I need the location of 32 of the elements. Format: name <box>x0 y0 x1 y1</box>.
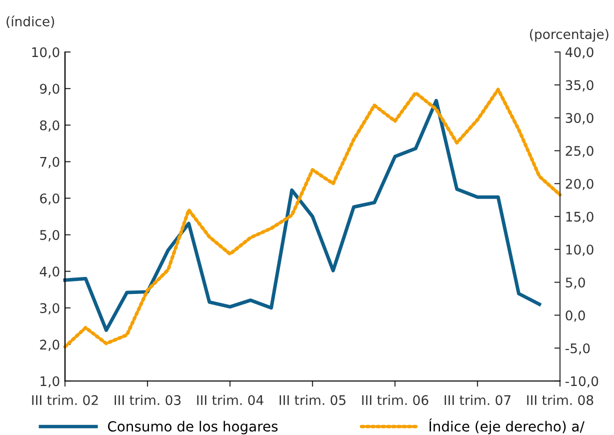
y-tick-label: 7,0 <box>40 156 60 168</box>
y-tick-label: 3,0 <box>40 303 60 314</box>
y2-tick-label: 10,0 <box>566 244 594 256</box>
y-tick-label: 9,0 <box>40 84 60 96</box>
y-tick-label: 5,0 <box>40 230 60 242</box>
y2-tick-label: 15,0 <box>566 212 594 224</box>
y-tick-label: 10,0 <box>32 47 60 59</box>
y2-tick-label: 35,0 <box>566 80 594 92</box>
y2-tick-label: 30,0 <box>566 113 594 124</box>
legend-label: Índice (eje derecho) a/ <box>429 418 584 434</box>
x-tick-label: III trim. 06 <box>362 394 428 406</box>
y2-tick-label: 20,0 <box>566 178 594 190</box>
y-tick-label: 1,0 <box>40 376 60 388</box>
y2-tick-label: 25,0 <box>566 146 594 158</box>
y2-tick-label: 40,0 <box>566 47 594 59</box>
x-tick-label: III trim. 03 <box>114 394 181 406</box>
y2-tick-label: -10,0 <box>566 376 598 388</box>
y2-tick-label: -5,0 <box>566 343 590 355</box>
x-tick-label: III trim. 07 <box>444 394 510 406</box>
y-tick-label: 2,0 <box>40 340 60 351</box>
legend-label: Consumo de los hogares <box>108 420 278 434</box>
x-tick-label: III trim. 02 <box>32 394 98 406</box>
x-tick-label: III trim. 08 <box>527 394 594 406</box>
y2-tick-label: 0,0 <box>566 310 585 322</box>
y-tick-label: 8,0 <box>40 120 60 132</box>
y2-axis-title: (porcentaje) <box>530 28 608 42</box>
y-axis-title: (índice) <box>6 16 54 28</box>
y-tick-label: 6,0 <box>40 193 60 205</box>
x-tick-label: III trim. 04 <box>197 394 264 406</box>
x-tick-label: III trim. 05 <box>280 394 346 406</box>
y-tick-label: 4,0 <box>40 266 60 278</box>
y2-tick-label: 5,0 <box>566 278 585 289</box>
